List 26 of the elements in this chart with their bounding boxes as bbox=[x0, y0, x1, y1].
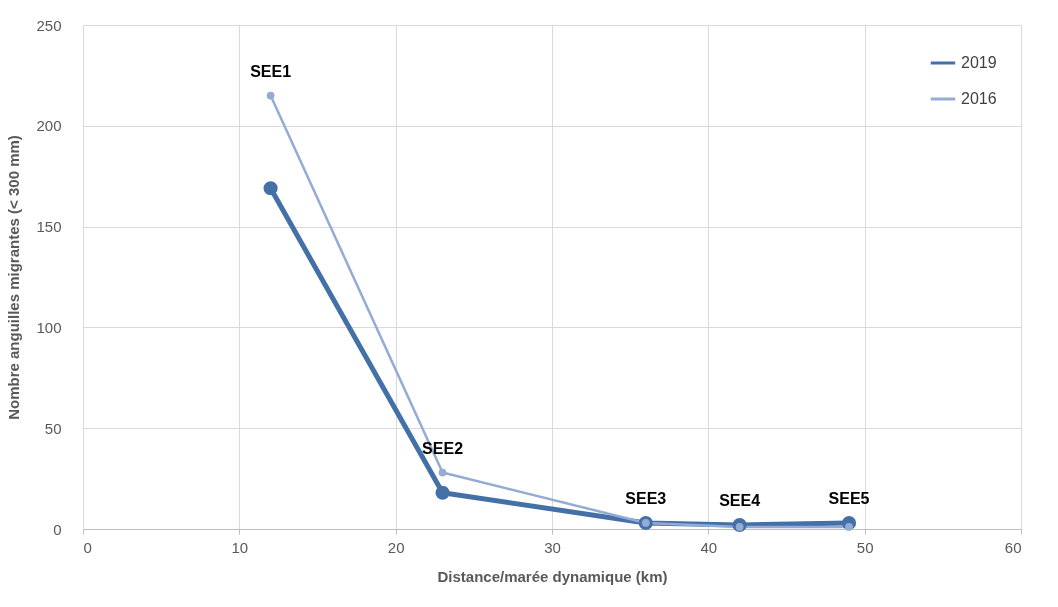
y-tick-label: 250 bbox=[36, 16, 62, 34]
y-axis-title: Nombre anguilles migrantes (< 300 mm) bbox=[5, 135, 23, 420]
annotation: SEE5 bbox=[828, 489, 870, 507]
y-tick-label: 0 bbox=[53, 520, 62, 538]
y-tick-label: 100 bbox=[36, 318, 62, 336]
legend-label: 2019 bbox=[961, 54, 997, 71]
x-axis-title: Distance/marée dynamique (km) bbox=[437, 567, 668, 585]
annotation: SEE4 bbox=[719, 491, 761, 509]
x-tick-label: 10 bbox=[231, 538, 249, 556]
x-tick-label: 40 bbox=[700, 538, 718, 556]
x-tick-label: 60 bbox=[1004, 538, 1022, 556]
y-tick-label: 50 bbox=[44, 419, 62, 437]
point bbox=[438, 468, 447, 477]
x-tick-label: 30 bbox=[544, 538, 561, 556]
annotation: SEE1 bbox=[250, 62, 292, 80]
annotation: SEE3 bbox=[625, 489, 667, 507]
annotation: SEE2 bbox=[422, 439, 464, 457]
y-tick-label: 200 bbox=[36, 117, 62, 135]
y-tick-label: 150 bbox=[36, 218, 62, 236]
point bbox=[266, 91, 275, 100]
point bbox=[435, 485, 450, 500]
x-tick-label: 50 bbox=[856, 538, 874, 556]
legend-label: 2016 bbox=[961, 90, 997, 107]
x-tick-label: 0 bbox=[83, 538, 92, 556]
x-tick-label: 20 bbox=[387, 538, 405, 556]
point bbox=[263, 181, 278, 196]
